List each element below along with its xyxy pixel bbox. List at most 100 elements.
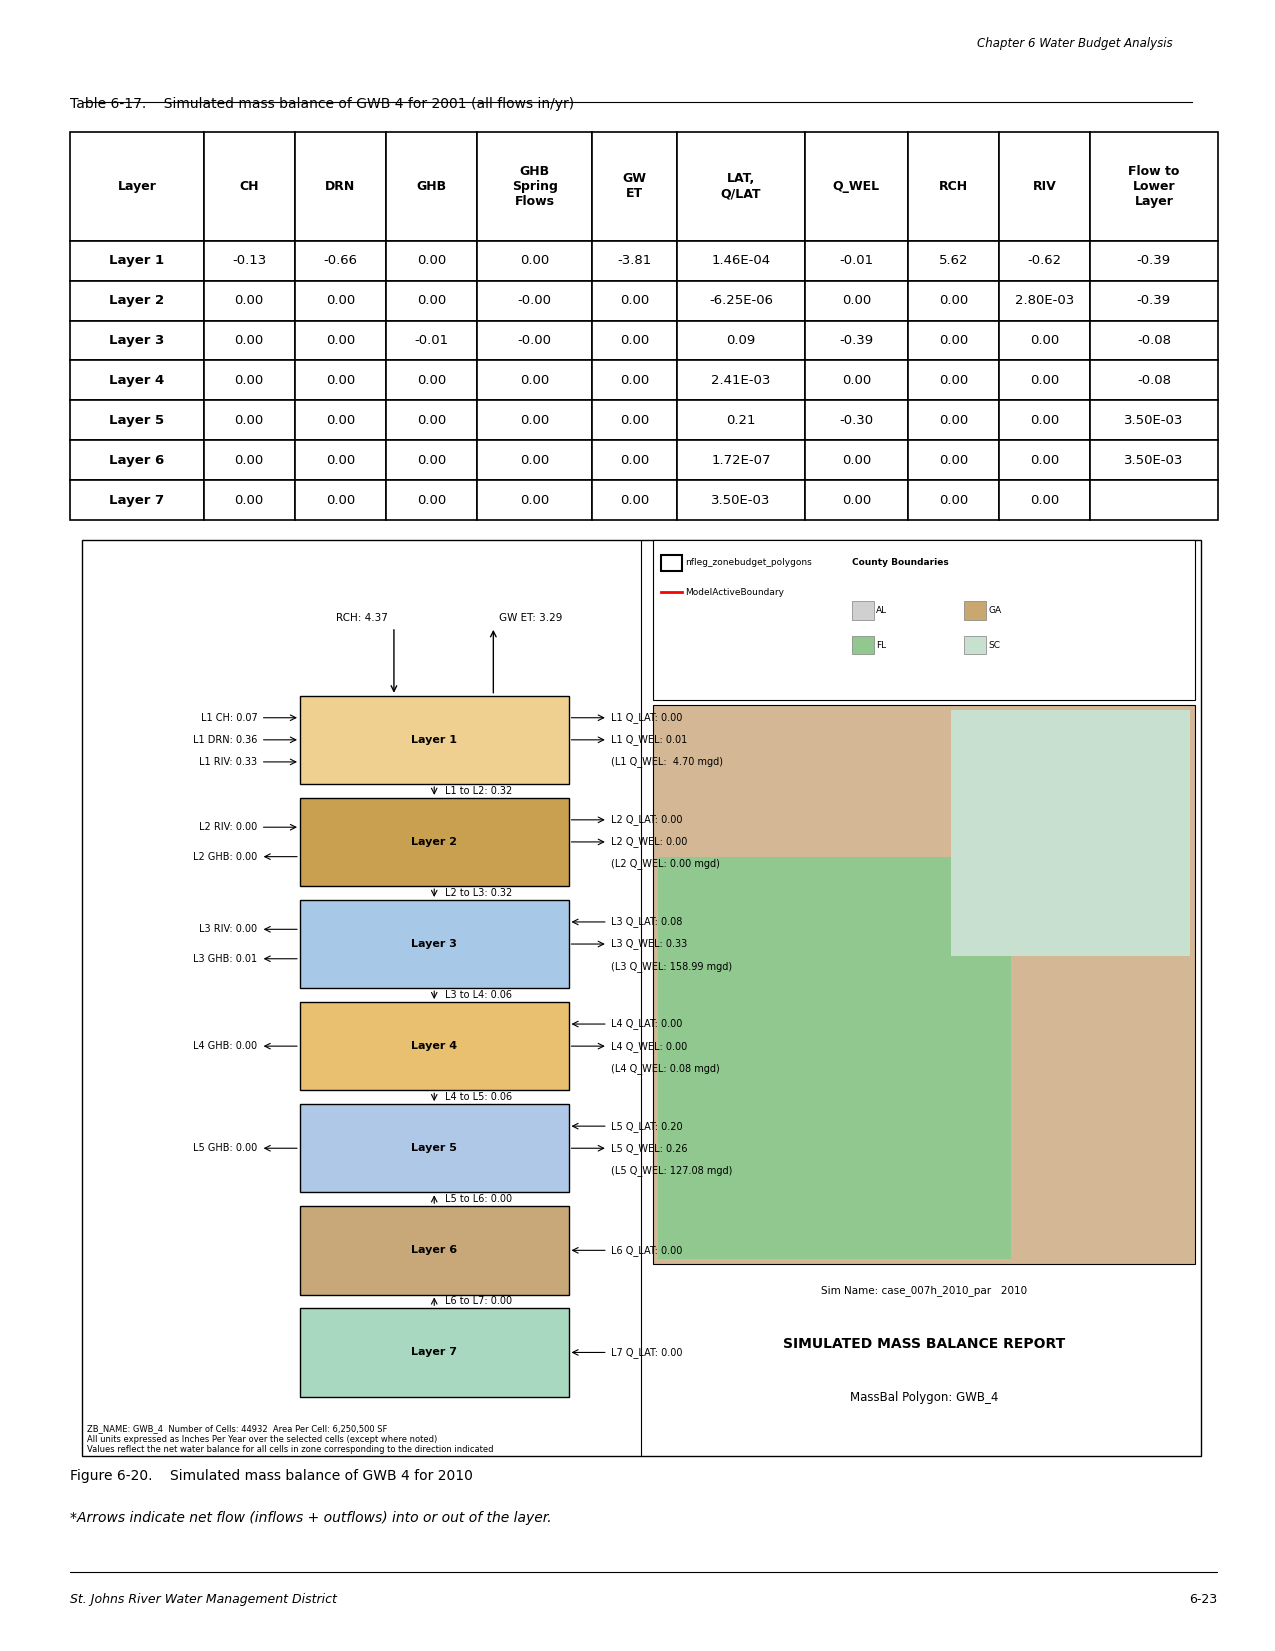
Text: -0.39: -0.39 — [1137, 254, 1170, 267]
Text: Layer 3: Layer 3 — [412, 939, 458, 949]
FancyBboxPatch shape — [1090, 400, 1218, 441]
Text: 0.21: 0.21 — [727, 414, 756, 428]
Text: 0.00: 0.00 — [842, 494, 871, 507]
FancyBboxPatch shape — [805, 241, 908, 281]
FancyBboxPatch shape — [204, 441, 295, 480]
FancyBboxPatch shape — [805, 400, 908, 441]
FancyBboxPatch shape — [477, 400, 593, 441]
FancyBboxPatch shape — [300, 695, 569, 784]
Text: 0.00: 0.00 — [1030, 334, 1060, 347]
FancyBboxPatch shape — [653, 705, 1196, 1263]
FancyBboxPatch shape — [677, 441, 805, 480]
Text: Layer 6: Layer 6 — [411, 1245, 458, 1255]
Text: -0.00: -0.00 — [518, 294, 552, 307]
Text: (L3 Q_WEL: 158.99 mgd): (L3 Q_WEL: 158.99 mgd) — [611, 961, 732, 971]
Text: L1 Q_LAT: 0.00: L1 Q_LAT: 0.00 — [611, 712, 682, 723]
Text: GHB: GHB — [417, 180, 446, 193]
Text: L5 to L6: 0.00: L5 to L6: 0.00 — [445, 1194, 513, 1204]
Text: -0.39: -0.39 — [1137, 294, 1170, 307]
Text: -0.66: -0.66 — [324, 254, 357, 267]
FancyBboxPatch shape — [805, 360, 908, 400]
Text: 0.00: 0.00 — [325, 373, 354, 386]
FancyBboxPatch shape — [677, 132, 805, 241]
Bar — [662, 555, 682, 571]
FancyBboxPatch shape — [204, 132, 295, 241]
Text: Layer 1: Layer 1 — [110, 254, 164, 267]
Text: 0.00: 0.00 — [620, 414, 649, 428]
FancyBboxPatch shape — [593, 281, 677, 320]
FancyBboxPatch shape — [805, 320, 908, 360]
Text: FL: FL — [876, 641, 886, 650]
FancyBboxPatch shape — [386, 400, 477, 441]
Text: SIMULATED MASS BALANCE REPORT: SIMULATED MASS BALANCE REPORT — [783, 1337, 1065, 1351]
Text: Flow to
Lower
Layer: Flow to Lower Layer — [1128, 165, 1179, 208]
Text: 0.00: 0.00 — [325, 294, 354, 307]
Text: 0.00: 0.00 — [620, 494, 649, 507]
FancyBboxPatch shape — [908, 480, 1000, 520]
Bar — [852, 601, 875, 619]
FancyBboxPatch shape — [477, 132, 593, 241]
FancyBboxPatch shape — [300, 1105, 569, 1192]
Text: 0.00: 0.00 — [1030, 414, 1060, 428]
Text: CH: CH — [240, 180, 259, 193]
Text: 0.00: 0.00 — [520, 454, 550, 467]
Text: MassBal Polygon: GWB_4: MassBal Polygon: GWB_4 — [850, 1392, 998, 1403]
FancyBboxPatch shape — [1000, 132, 1090, 241]
Text: L2 RIV: 0.00: L2 RIV: 0.00 — [199, 822, 258, 832]
Text: Figure 6-20.    Simulated mass balance of GWB 4 for 2010: Figure 6-20. Simulated mass balance of G… — [70, 1469, 473, 1483]
Text: 0.00: 0.00 — [325, 454, 354, 467]
Text: -0.13: -0.13 — [232, 254, 266, 267]
FancyBboxPatch shape — [477, 320, 593, 360]
FancyBboxPatch shape — [300, 1207, 569, 1294]
Text: L3 RIV: 0.00: L3 RIV: 0.00 — [199, 925, 258, 934]
Text: DRN: DRN — [325, 180, 356, 193]
Text: L6 to L7: 0.00: L6 to L7: 0.00 — [445, 1296, 513, 1306]
Text: L1 CH: 0.07: L1 CH: 0.07 — [200, 713, 258, 723]
Text: 0.00: 0.00 — [938, 414, 968, 428]
FancyBboxPatch shape — [908, 400, 1000, 441]
Text: 0.00: 0.00 — [235, 454, 264, 467]
Text: L4 to L5: 0.06: L4 to L5: 0.06 — [445, 1093, 513, 1103]
Text: -0.08: -0.08 — [1137, 334, 1170, 347]
Text: -0.39: -0.39 — [839, 334, 873, 347]
Bar — [964, 636, 986, 654]
Text: (L2 Q_WEL: 0.00 mgd): (L2 Q_WEL: 0.00 mgd) — [611, 859, 720, 870]
Text: 0.00: 0.00 — [417, 414, 446, 428]
Text: Layer 2: Layer 2 — [110, 294, 164, 307]
FancyBboxPatch shape — [295, 480, 386, 520]
FancyBboxPatch shape — [477, 360, 593, 400]
Text: Layer 4: Layer 4 — [110, 373, 164, 386]
Text: 0.00: 0.00 — [235, 373, 264, 386]
Text: 3.50E-03: 3.50E-03 — [711, 494, 770, 507]
Text: 0.00: 0.00 — [325, 494, 354, 507]
FancyBboxPatch shape — [300, 900, 569, 989]
Text: Layer 1: Layer 1 — [412, 735, 458, 745]
FancyBboxPatch shape — [1000, 320, 1090, 360]
FancyBboxPatch shape — [677, 241, 805, 281]
FancyBboxPatch shape — [70, 281, 204, 320]
FancyBboxPatch shape — [295, 320, 386, 360]
Text: Layer 2: Layer 2 — [412, 837, 458, 847]
Text: St. Johns River Water Management District: St. Johns River Water Management Distric… — [70, 1593, 337, 1606]
FancyBboxPatch shape — [204, 400, 295, 441]
FancyBboxPatch shape — [386, 320, 477, 360]
Text: L1 DRN: 0.36: L1 DRN: 0.36 — [193, 735, 258, 745]
Text: L6 Q_LAT: 0.00: L6 Q_LAT: 0.00 — [611, 1245, 682, 1256]
Text: (L1 Q_WEL:  4.70 mgd): (L1 Q_WEL: 4.70 mgd) — [611, 756, 723, 768]
FancyBboxPatch shape — [1090, 281, 1218, 320]
Text: 0.00: 0.00 — [235, 494, 264, 507]
FancyBboxPatch shape — [908, 441, 1000, 480]
FancyBboxPatch shape — [300, 1308, 569, 1397]
Text: 0.00: 0.00 — [417, 454, 446, 467]
FancyBboxPatch shape — [204, 320, 295, 360]
FancyBboxPatch shape — [677, 400, 805, 441]
FancyBboxPatch shape — [658, 857, 1011, 1260]
FancyBboxPatch shape — [908, 360, 1000, 400]
Text: L2 GHB: 0.00: L2 GHB: 0.00 — [193, 852, 258, 862]
Text: GHB
Spring
Flows: GHB Spring Flows — [511, 165, 557, 208]
FancyBboxPatch shape — [295, 360, 386, 400]
FancyBboxPatch shape — [70, 320, 204, 360]
Text: 0.00: 0.00 — [938, 294, 968, 307]
Text: -0.00: -0.00 — [518, 334, 552, 347]
FancyBboxPatch shape — [677, 281, 805, 320]
